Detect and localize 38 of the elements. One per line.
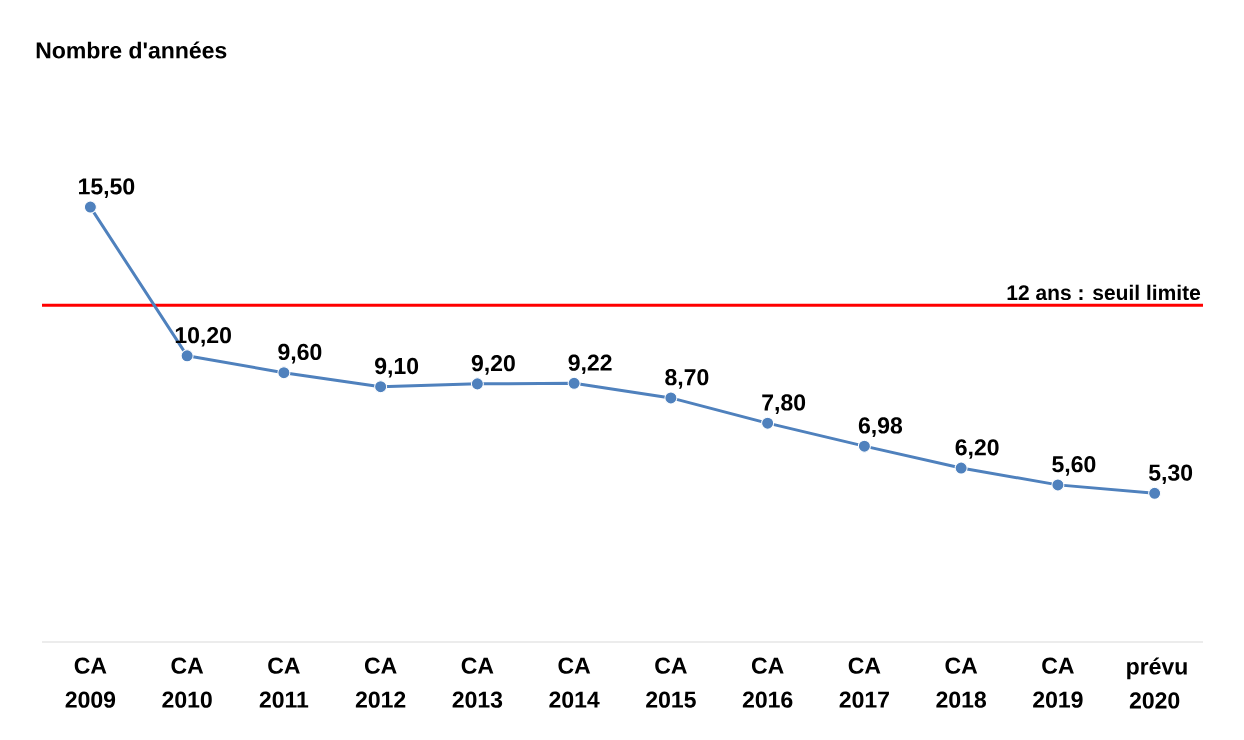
x-tick-label: CA 2009: [65, 657, 116, 708]
point: [470, 377, 484, 391]
point: [83, 200, 97, 214]
data-label: 8,70: [665, 369, 709, 389]
data-label: 15,50: [79, 178, 135, 198]
point: [1148, 486, 1162, 500]
point: [761, 416, 775, 430]
data-label: 7,80: [762, 394, 806, 414]
data-label: 9,60: [278, 343, 322, 364]
x-tick-label: prévu 2020: [1127, 657, 1187, 709]
ref-line-label: 12 ans : seuil limite: [1007, 284, 1201, 301]
x-tick-label: CA 2015: [646, 657, 696, 708]
x-tick-label: CA 2017: [839, 657, 889, 708]
data-label: 6,98: [858, 417, 903, 437]
point: [374, 380, 388, 394]
point: [277, 366, 291, 380]
x-tick-label: CA 2018: [936, 657, 987, 708]
point: [1051, 478, 1065, 492]
point: [664, 391, 678, 405]
x-tick-label: CA 2019: [1033, 657, 1083, 708]
x-tick-label: CA 2014: [549, 657, 600, 708]
x-tick-label: CA 2013: [452, 657, 503, 708]
data-label: 9,10: [375, 357, 419, 378]
x-tick-label: CA 2012: [355, 657, 406, 708]
point: [180, 349, 194, 363]
data-label: 10,20: [175, 327, 231, 347]
point: [567, 376, 581, 390]
x-tick-label: CA 2016: [742, 657, 793, 708]
data-label: 9,22: [568, 354, 612, 375]
point: [954, 461, 968, 475]
x-tick-label: CA 2011: [259, 657, 309, 708]
text: Nombre d'années: [36, 41, 227, 59]
data-label: 5,30: [1148, 464, 1193, 485]
data-label: 5,60: [1052, 456, 1096, 476]
x-tick-label: CA 2010: [162, 657, 212, 708]
data-label: 9,20: [471, 355, 515, 375]
data-label: 6,20: [955, 439, 999, 459]
point: [857, 439, 871, 453]
